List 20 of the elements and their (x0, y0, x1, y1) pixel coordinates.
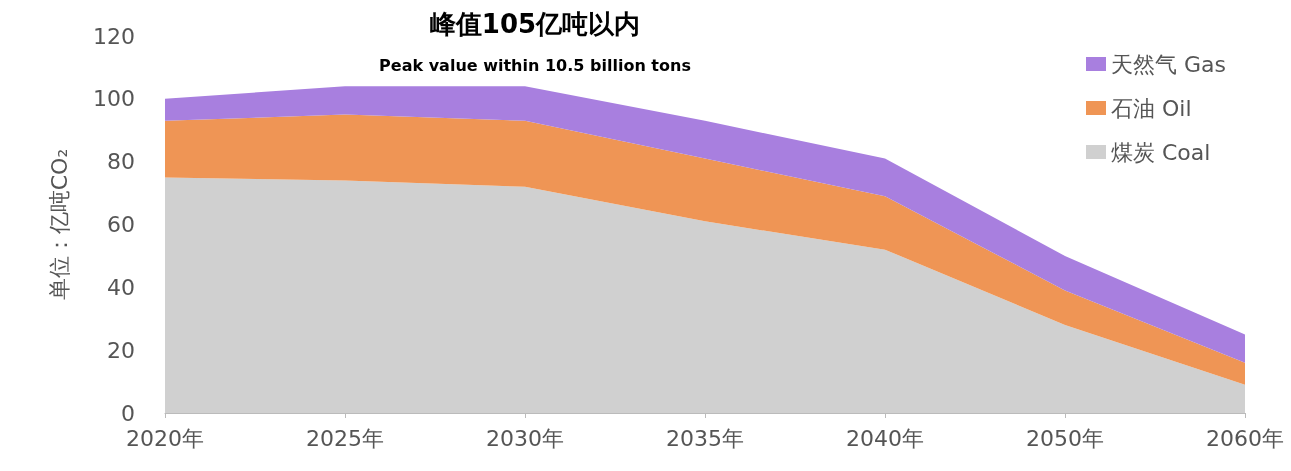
x-tick-label: 2020年 (126, 425, 204, 451)
y-tick-label: 120 (93, 23, 135, 49)
y-tick-label: 0 (121, 400, 135, 426)
legend-label: 煤炭 Coal (1111, 139, 1211, 165)
x-tick-label: 2030年 (486, 425, 564, 451)
x-tick-label: 2040年 (846, 425, 924, 451)
x-tick-label: 2050年 (1026, 425, 1104, 451)
x-tick-label: 2060年 (1206, 425, 1284, 451)
y-axis-title: 单位：亿吨CO₂ (46, 148, 72, 301)
text: Peak value within 10.5 billion tons (379, 55, 691, 75)
y-tick-label: 80 (107, 149, 135, 175)
chart-title: 峰值105亿吨以内 (429, 9, 641, 39)
legend-label: 天然气 Gas (1111, 51, 1226, 77)
y-tick-label: 100 (93, 86, 135, 112)
x-tick-label: 2035年 (666, 425, 744, 451)
legend-label: 石油 Oil (1111, 95, 1192, 121)
y-tick-label: 20 (107, 337, 135, 363)
y-tick-label: 40 (107, 274, 135, 300)
x-tick-label: 2025年 (306, 425, 384, 451)
y-tick-label: 60 (107, 212, 135, 237)
